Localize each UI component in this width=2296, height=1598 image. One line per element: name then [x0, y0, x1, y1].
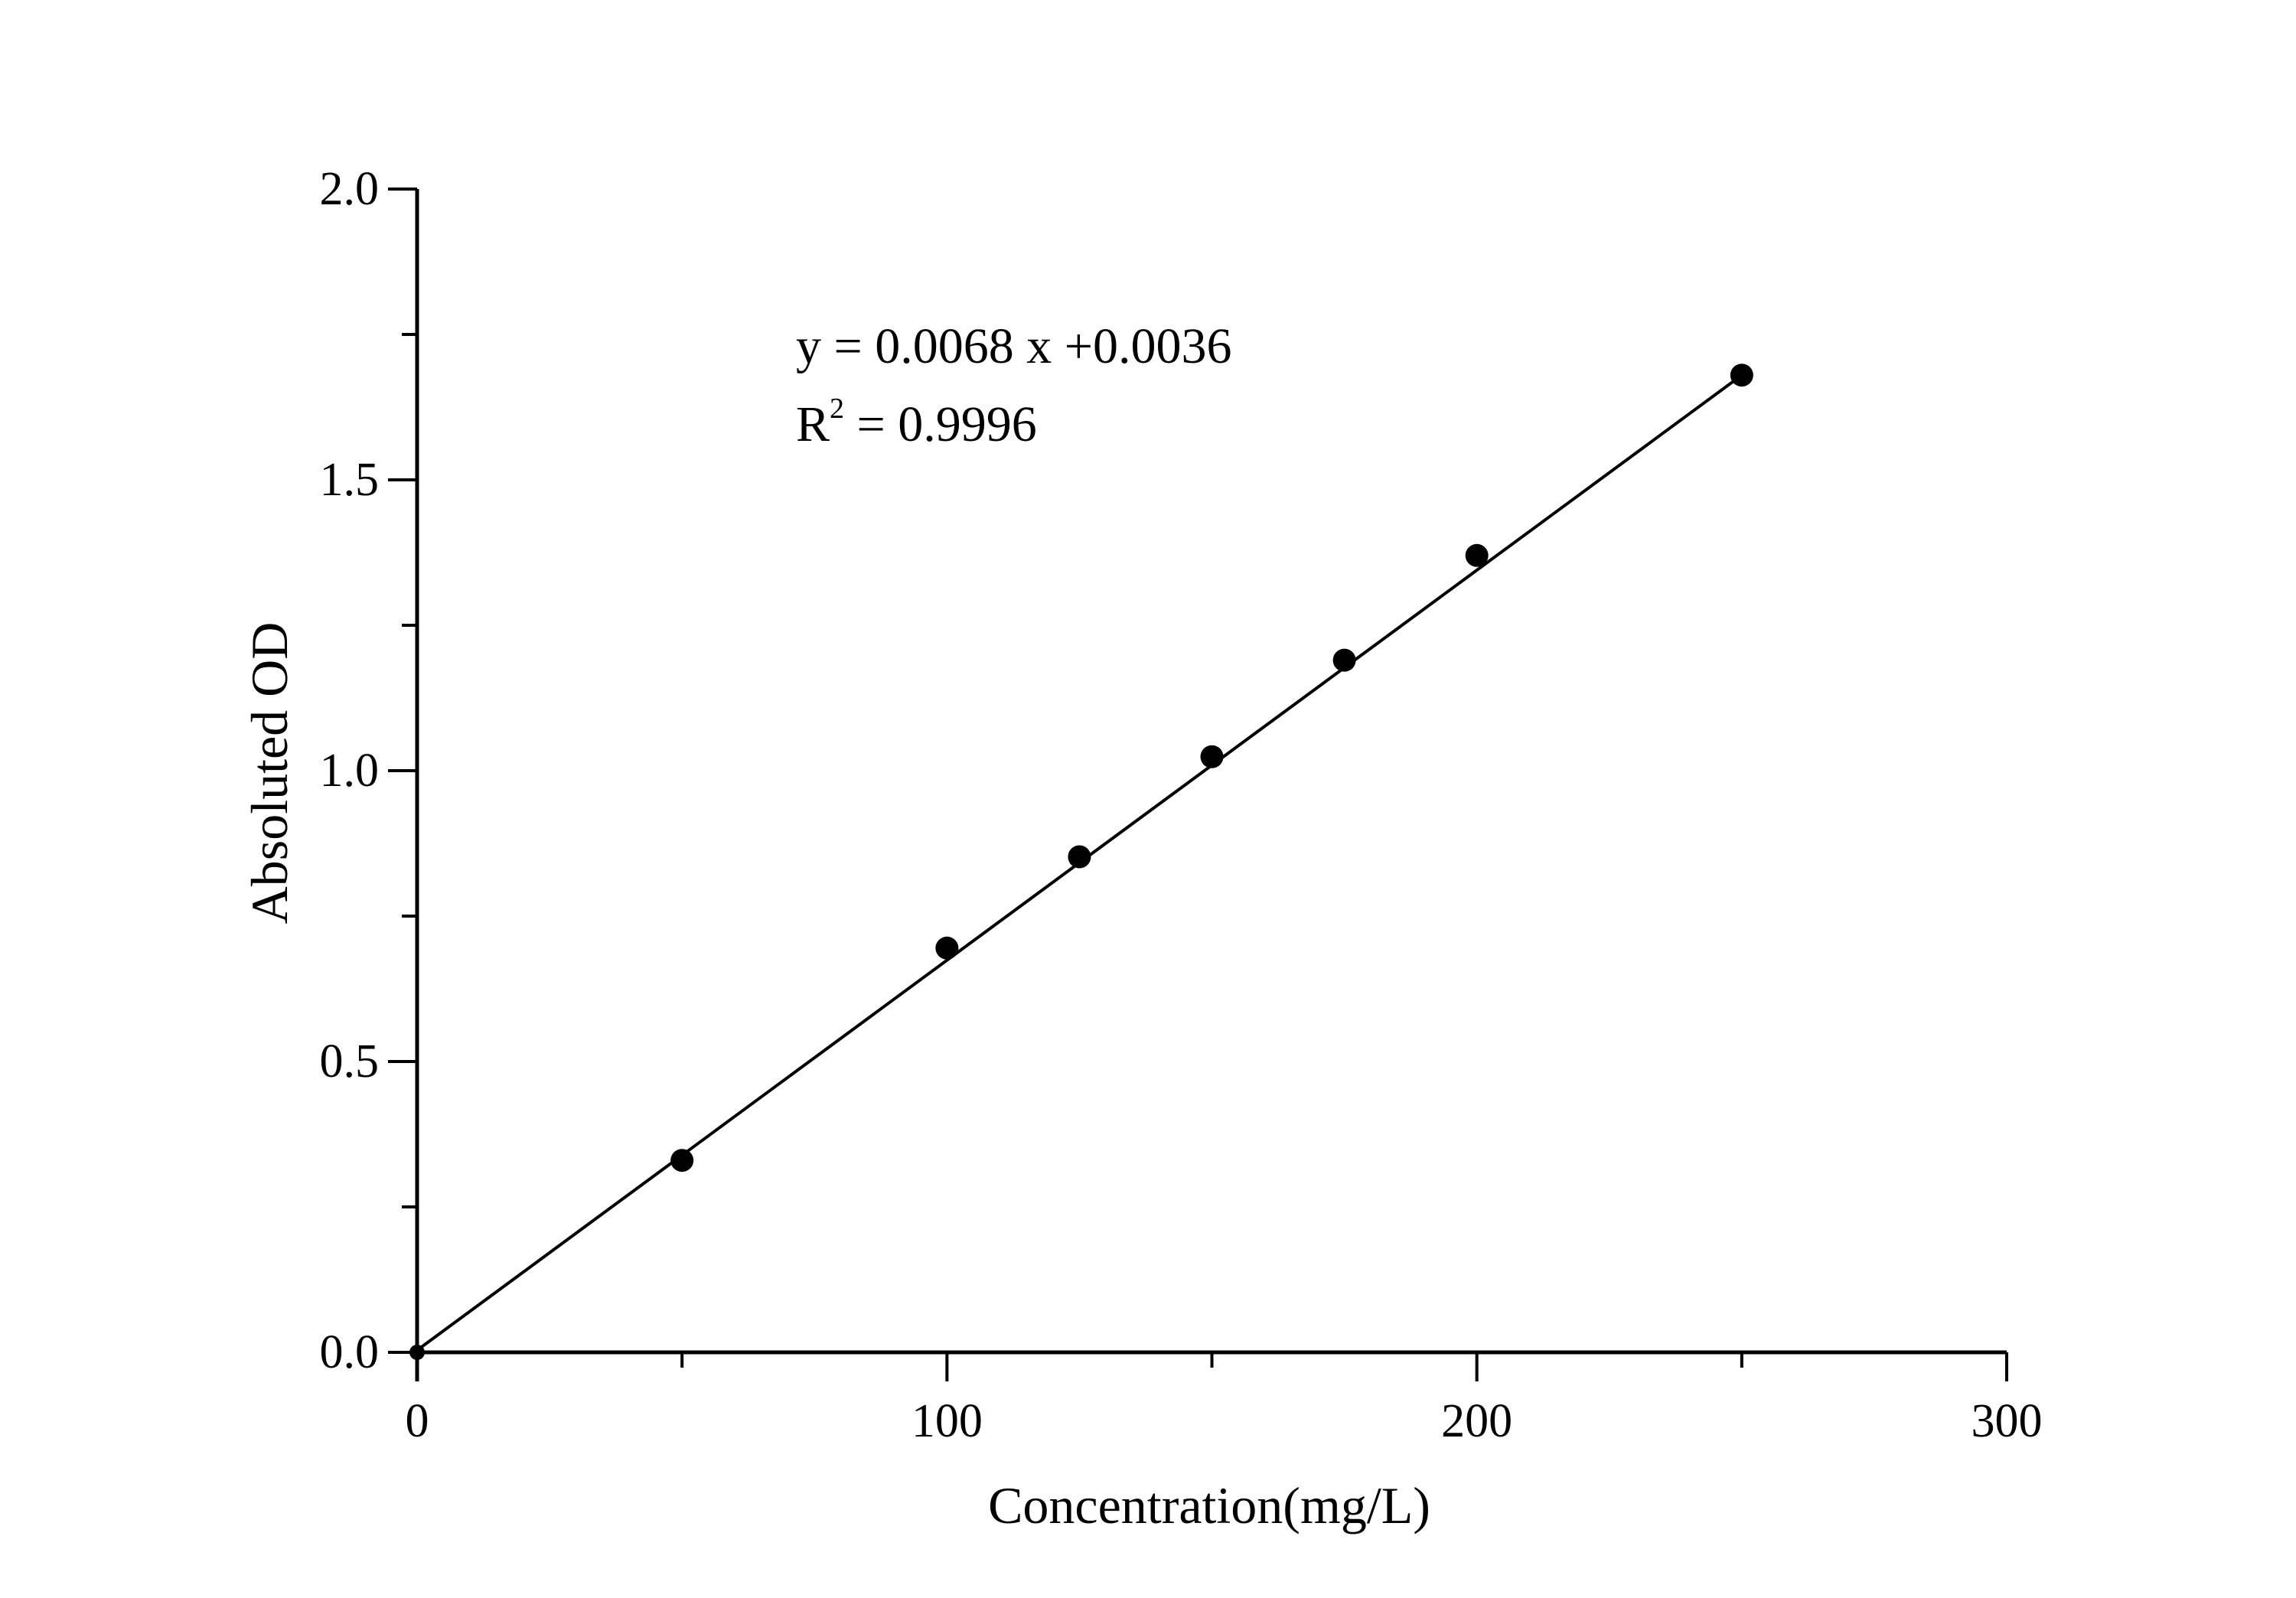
y-tick-label: 2.0 — [320, 163, 380, 215]
y-tick-label: 0.0 — [320, 1326, 380, 1378]
equation-annotation: y = 0.0068 x +0.0036 — [796, 318, 1231, 374]
x-tick-label: 300 — [1971, 1395, 2043, 1447]
x-tick-label: 100 — [912, 1395, 983, 1447]
data-point — [1200, 745, 1224, 768]
data-point — [1465, 543, 1489, 567]
y-tick-label: 1.5 — [320, 454, 380, 506]
data-point — [1730, 364, 1753, 387]
r-squared-annotation: R2 = 0.9996 — [796, 393, 1037, 452]
data-point — [670, 1149, 694, 1172]
x-tick-label: 0 — [406, 1395, 429, 1447]
x-tick-label: 200 — [1441, 1395, 1512, 1447]
data-point — [1332, 648, 1356, 672]
data-point — [935, 936, 959, 960]
data-point — [409, 1345, 425, 1360]
y-axis-label: Absoluted OD — [240, 622, 298, 925]
axes — [388, 188, 2008, 1381]
tick-labels: 0 100 200 300 0.0 0.5 1.0 1.5 2.0 — [320, 163, 2043, 1447]
data-points — [409, 364, 1753, 1360]
data-point — [1068, 845, 1091, 869]
x-axis-label: Concentration(mg/L) — [988, 1476, 1430, 1534]
y-tick-label: 0.5 — [320, 1035, 380, 1088]
y-tick-label: 1.0 — [320, 745, 380, 797]
